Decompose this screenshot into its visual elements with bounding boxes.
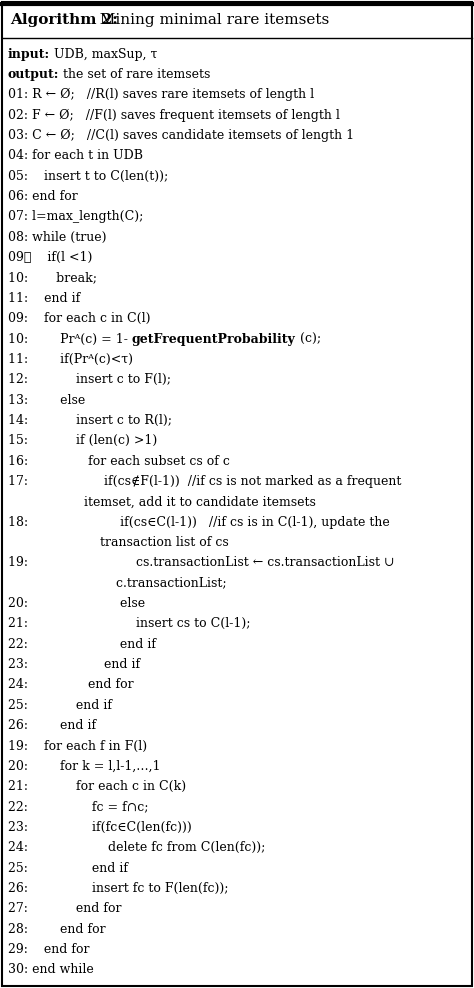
Text: 02: F ← Ø;   //F(l) saves frequent itemsets of length l: 02: F ← Ø; //F(l) saves frequent itemset…: [8, 109, 340, 122]
Text: 21:                           insert cs to C(l-1);: 21: insert cs to C(l-1);: [8, 618, 250, 630]
Text: 11:        if(Prᴬ(c)<τ): 11: if(Prᴬ(c)<τ): [8, 353, 133, 366]
Text: output:: output:: [8, 68, 59, 81]
Text: 05:    insert t to C(len(t));: 05: insert t to C(len(t));: [8, 170, 168, 183]
Text: 25:            end if: 25: end if: [8, 699, 112, 711]
Text: 04: for each t in UDB: 04: for each t in UDB: [8, 149, 143, 162]
Text: 30: end while: 30: end while: [8, 963, 94, 976]
Text: 15:            if (len(c) >1): 15: if (len(c) >1): [8, 435, 157, 448]
Text: 26:        end if: 26: end if: [8, 719, 96, 732]
Text: 17:                   if(cs∉F(l-1))  //if cs is not marked as a frequent: 17: if(cs∉F(l-1)) //if cs is not marked …: [8, 475, 401, 488]
Text: UDB, maxSup, τ: UDB, maxSup, τ: [50, 47, 157, 60]
Text: 22:                fc = f∩c;: 22: fc = f∩c;: [8, 800, 148, 813]
Text: 18:                       if(cs∈C(l-1))   //if cs is in C(l-1), update the: 18: if(cs∈C(l-1)) //if cs is in C(l-1), …: [8, 516, 390, 529]
Text: c.transactionList;: c.transactionList;: [8, 577, 227, 590]
Text: 10:       break;: 10: break;: [8, 272, 97, 285]
Text: 19:    for each f in F(l): 19: for each f in F(l): [8, 739, 147, 753]
Text: transaction list of cs: transaction list of cs: [8, 536, 229, 549]
Text: itemset, add it to candidate itemsets: itemset, add it to candidate itemsets: [8, 495, 316, 509]
Text: 12:            insert c to F(l);: 12: insert c to F(l);: [8, 373, 171, 386]
Text: Mining minimal rare itemsets: Mining minimal rare itemsets: [90, 13, 329, 27]
Text: 08: while (true): 08: while (true): [8, 231, 107, 244]
Text: 29:    end for: 29: end for: [8, 943, 90, 956]
Text: 09:    for each c in C(l): 09: for each c in C(l): [8, 312, 151, 325]
Text: 09：    if(l <1): 09： if(l <1): [8, 251, 92, 264]
Text: 06: end for: 06: end for: [8, 190, 78, 204]
Text: Algorithm 2:: Algorithm 2:: [10, 13, 118, 27]
Text: 27:            end for: 27: end for: [8, 902, 121, 915]
Text: 22:                       end if: 22: end if: [8, 638, 156, 651]
Text: 07: l=max_length(C);: 07: l=max_length(C);: [8, 210, 143, 223]
Text: the set of rare itemsets: the set of rare itemsets: [59, 68, 211, 81]
Text: (c);: (c);: [296, 333, 321, 346]
Text: 14:            insert c to R(l);: 14: insert c to R(l);: [8, 414, 172, 427]
Text: 28:        end for: 28: end for: [8, 923, 106, 936]
Text: 23:                   end if: 23: end if: [8, 658, 140, 671]
Text: 20:                       else: 20: else: [8, 597, 145, 610]
Text: 16:               for each subset cs of c: 16: for each subset cs of c: [8, 454, 230, 467]
Text: input:: input:: [8, 47, 50, 60]
Text: 26:                insert fc to F(len(fc));: 26: insert fc to F(len(fc));: [8, 882, 228, 895]
Text: 23:                if(fc∈C(len(fc))): 23: if(fc∈C(len(fc))): [8, 821, 192, 834]
Text: 21:            for each c in C(k): 21: for each c in C(k): [8, 781, 186, 793]
Text: 13:        else: 13: else: [8, 393, 85, 407]
Text: 10:        Prᴬ(c) = 1-: 10: Prᴬ(c) = 1-: [8, 333, 132, 346]
Text: 03: C ← Ø;   //C(l) saves candidate itemsets of length 1: 03: C ← Ø; //C(l) saves candidate itemse…: [8, 129, 354, 142]
Text: 01: R ← Ø;   //R(l) saves rare itemsets of length l: 01: R ← Ø; //R(l) saves rare itemsets of…: [8, 88, 314, 102]
Text: 19:                           cs.transactionList ← cs.transactionList ∪: 19: cs.transactionList ← cs.transactionL…: [8, 556, 394, 569]
Text: 24:               end for: 24: end for: [8, 679, 134, 692]
Text: 25:                end if: 25: end if: [8, 862, 128, 874]
Text: 24:                    delete fc from C(len(fc));: 24: delete fc from C(len(fc));: [8, 841, 265, 855]
Text: 20:        for k = l,l-1,…,1: 20: for k = l,l-1,…,1: [8, 760, 161, 773]
Text: 11:    end if: 11: end if: [8, 291, 80, 305]
Text: getFrequentProbability: getFrequentProbability: [132, 333, 296, 346]
